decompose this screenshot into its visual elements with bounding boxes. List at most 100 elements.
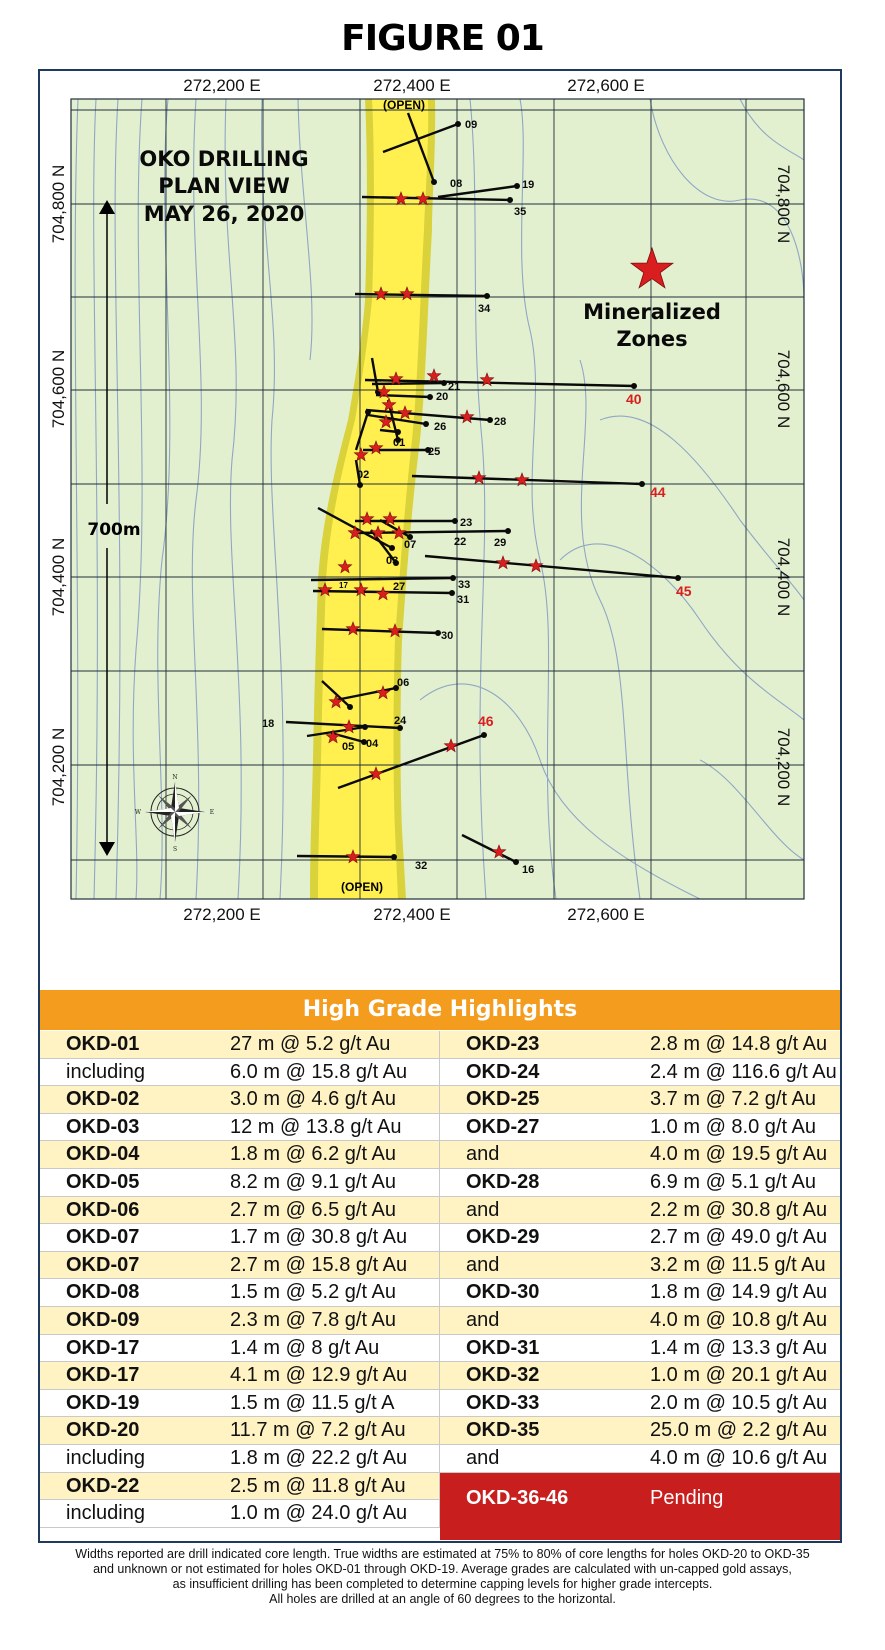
highlight-row: OKD-25 3.7 m @ 7.2 g/t Au [440,1086,840,1114]
northing-left-4: 704,200 N [49,728,68,806]
intercept-star-icon [359,511,375,526]
highlight-hole: OKD-02 [66,1088,140,1111]
highlight-hole: and [466,1198,500,1221]
northing-left-3: 704,400 N [49,538,68,616]
intercept-star-icon [317,582,333,597]
intercept-star-icon [415,191,431,206]
highlight-hole: OKD-17 [66,1364,140,1387]
drill-hole-label-34: 34 [478,303,491,315]
highlight-hole: OKD-04 [66,1143,140,1166]
highlight-interval: 1.4 m @ 13.3 g/t Au [650,1336,828,1359]
highlight-row: OKD-07 2.7 m @ 15.8 g/t Au [40,1251,440,1280]
footnote-line-4: All holes are drilled at an angle of 60 … [269,1592,616,1606]
highlight-interval: 4.0 m @ 19.5 g/t Au [650,1143,828,1166]
drill-hole-trace [354,459,362,486]
drill-hole-trace [379,518,411,539]
drill-hole-trace [406,112,436,183]
highlight-row: OKD-31 1.4 m @ 13.3 g/t Au [440,1335,840,1363]
drill-hole-label-07: 07 [404,539,416,551]
easting-bottom-3: 272,600 E [567,905,645,924]
highlight-interval: 3.7 m @ 7.2 g/t Au [650,1088,816,1111]
highlight-row: OKD-22 2.5 m @ 11.8 g/t Au [40,1472,440,1501]
highlight-interval: 2.8 m @ 14.8 g/t Au [650,1033,828,1055]
drill-hole-endpoint [507,197,513,203]
mineralized-intercepts [317,191,544,864]
drill-hole-endpoint [393,685,399,691]
highlight-hole: and [466,1143,500,1166]
drill-hole-endpoint [435,630,441,636]
drill-hole-label-46: 46 [478,713,494,729]
map-title: OKO DRILLING PLAN VIEW MAY 26, 2020 [139,147,308,226]
highlight-interval: 12 m @ 13.8 g/t Au [230,1115,402,1138]
intercept-star-icon [399,286,415,301]
drill-hole-label-31: 31 [457,594,469,606]
drill-hole-label-18: 18 [262,718,274,730]
intercept-star-icon [495,555,511,570]
drill-hole-trace [370,357,380,393]
compass-w: W [135,809,142,816]
footnote-line-3: as insufficient drilling has been comple… [172,1577,713,1591]
figure-title: FIGURE 01 [341,18,545,59]
drill-hole-trace [364,378,635,388]
easting-top-2: 272,400 E [373,76,451,95]
intercept-star-icon [375,685,391,700]
highlight-hole: OKD-22 [66,1474,140,1497]
highlight-hole: including [66,1060,145,1083]
highlight-hole: OKD-33 [466,1391,540,1414]
contour-line [157,99,171,899]
contour-line [469,99,487,899]
drill-hole-endpoint [423,421,429,427]
highlight-row: OKD-03 12 m @ 13.8 g/t Au [40,1113,440,1142]
drill-hole-trace [306,725,366,738]
drill-hole-label-06: 06 [397,677,409,689]
highlight-hole: OKD-29 [466,1226,540,1249]
highlight-hole: OKD-27 [466,1115,540,1138]
highlight-interval: 25.0 m @ 2.2 g/t Au [650,1419,828,1442]
drill-hole-endpoint [481,732,487,738]
highlight-row: OKD-35 25.0 m @ 2.2 g/t Au [440,1417,840,1445]
contour-line [74,99,79,899]
intercept-star-icon [353,582,369,597]
footnote: Widths reported are drill indicated core… [0,1547,885,1607]
highlight-row: OKD-05 8.2 m @ 9.1 g/t Au [40,1169,440,1197]
highlight-hole: OKD-07 [66,1226,140,1249]
drill-hole-trace [321,627,439,635]
drill-hole-label-30: 30 [441,630,453,642]
drill-hole-trace [337,733,485,790]
highlight-row: OKD-29 2.7 m @ 49.0 g/t Au [440,1224,840,1252]
highlight-row: including 1.0 m @ 24.0 g/t Au [40,1500,440,1528]
highlight-hole: OKD-28 [466,1171,540,1193]
intercept-star-icon [514,472,530,487]
drill-hole-endpoint [425,447,431,453]
high-grade-highlights-table: OKD-01 27 m @ 5.2 g/t Au including 6.0 m @ … [40,1031,840,1540]
contour-line [419,683,701,899]
drill-hole-endpoint [407,534,413,540]
highlight-hole: OKD-24 [466,1060,540,1083]
highlight-row: OKD-23 2.8 m @ 14.8 g/t Au [440,1031,840,1059]
intercept-star-icon [341,719,357,734]
highlight-hole: including [66,1447,145,1469]
drill-hole-endpoint [347,704,353,710]
highlight-hole: OKD-17 [66,1336,140,1359]
pending-row: OKD-36-46 Pending [440,1472,840,1540]
highlight-hole: OKD-23 [466,1033,540,1055]
intercept-star-icon [397,405,413,420]
highlight-interval: 4.0 m @ 10.8 g/t Au [650,1309,828,1331]
highlight-interval: 1.4 m @ 8 g/t Au [230,1336,380,1359]
highlight-interval: 3.0 m @ 4.6 g/t Au [230,1088,396,1111]
highlight-row: OKD-01 27 m @ 5.2 g/t Au [40,1031,440,1059]
intercept-star-icon [368,766,384,781]
map-border [70,98,805,900]
highlight-hole: OKD-35 [466,1419,540,1442]
intercept-star-icon [426,368,442,383]
highlight-interval: 4.1 m @ 12.9 g/t Au [230,1364,408,1387]
footnote-line-2: and unknown or not estimated for holes O… [93,1562,792,1576]
highlight-row: including 6.0 m @ 15.8 g/t Au [40,1058,440,1087]
easting-top-3: 272,600 E [567,76,645,95]
highlight-interval: 1.5 m @ 5.2 g/t Au [230,1281,396,1304]
intercept-star-icon [471,470,487,485]
intercept-star-icon [387,623,403,638]
drill-hole-endpoint [365,409,371,415]
highlight-hole: OKD-32 [466,1364,540,1387]
highlight-interval: 4.0 m @ 10.6 g/t Au [650,1447,828,1469]
